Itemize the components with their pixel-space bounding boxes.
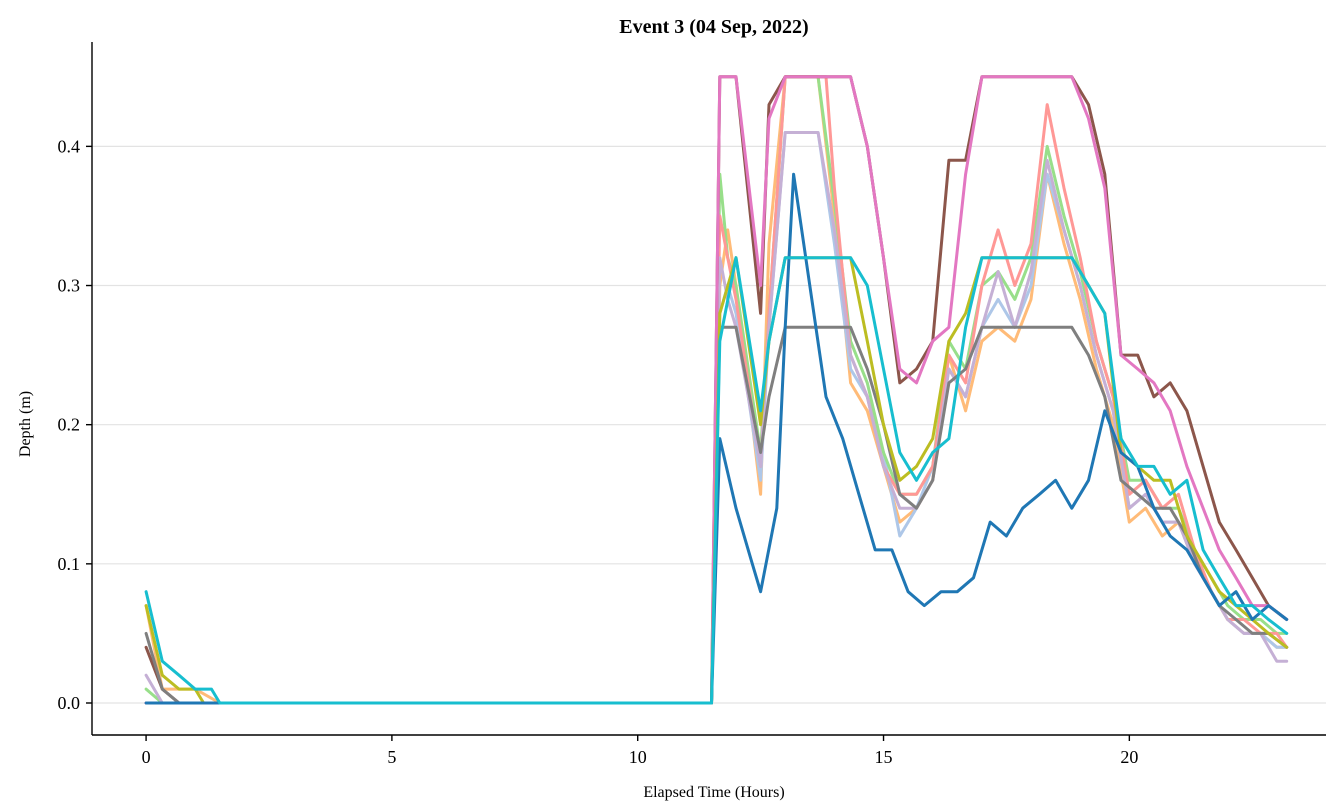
y-tick-label: 0.0 <box>58 693 81 713</box>
y-tick-label: 0.3 <box>58 276 81 296</box>
x-axis-label: Elapsed Time (Hours) <box>643 784 784 801</box>
gridlines <box>92 145 1326 704</box>
x-tick-label: 5 <box>387 747 396 767</box>
y-tick-label: 0.2 <box>58 415 81 435</box>
series-layer <box>144 75 1289 705</box>
y-tick-label: 0.1 <box>58 554 81 574</box>
x-tick-label: 20 <box>1120 747 1138 767</box>
x-tick-label: 0 <box>142 747 151 767</box>
series-line-7 <box>144 75 1289 705</box>
y-axis-ticks: 0.0 0.1 0.2 0.3 0.4 <box>58 136 92 713</box>
series-line-11 <box>144 256 1289 705</box>
axes <box>91 42 1326 736</box>
chart-title: Event 3 (04 Sep, 2022) <box>619 16 808 38</box>
x-tick-label: 15 <box>875 747 893 767</box>
series-line-10 <box>144 172 1289 705</box>
y-tick-label: 0.4 <box>58 136 81 156</box>
x-axis-ticks: 0 5 10 15 20 <box>142 735 1138 767</box>
x-tick-label: 10 <box>629 747 647 767</box>
y-axis-label: Depth (m) <box>17 391 34 457</box>
